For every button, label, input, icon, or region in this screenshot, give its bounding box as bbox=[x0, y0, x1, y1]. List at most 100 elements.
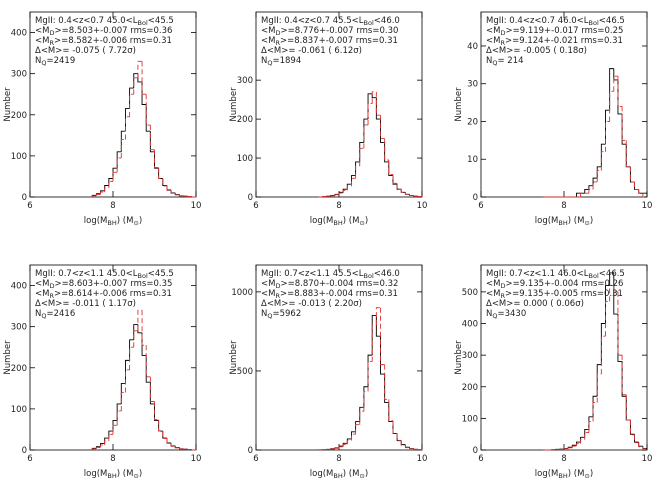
histogram-step bbox=[104, 440, 109, 446]
histogram-step bbox=[576, 443, 581, 447]
histogram-step bbox=[116, 410, 122, 426]
histogram-step bbox=[609, 90, 614, 122]
histogram-step bbox=[371, 91, 377, 104]
subscript: BH bbox=[558, 219, 567, 227]
histogram-step bbox=[346, 440, 352, 445]
text-part: ) bbox=[590, 469, 593, 479]
text-part: <46.0 bbox=[374, 16, 400, 26]
x-tick-label: 10 bbox=[642, 201, 653, 211]
histogram-step bbox=[338, 192, 344, 195]
y-tick-label: 300 bbox=[11, 323, 27, 333]
subscript: Q bbox=[267, 312, 272, 320]
x-axis-label: log(MBH) (M⊙) bbox=[310, 469, 368, 480]
x-tick-label: 10 bbox=[417, 201, 428, 211]
y-tick-label: 0 bbox=[473, 446, 478, 456]
text-part: MgII: 0.4<z<0.7 45.5<L bbox=[261, 16, 364, 26]
x-tick-label: 6 bbox=[27, 454, 32, 464]
histogram-step bbox=[396, 184, 402, 190]
histogram-step bbox=[116, 151, 122, 169]
subscript: BH bbox=[107, 219, 116, 227]
histogram-step bbox=[584, 432, 589, 440]
x-axis-label: log(MBH) (M⊙) bbox=[310, 216, 368, 227]
histogram-step bbox=[363, 118, 369, 143]
y-tick-label: 100 bbox=[11, 405, 27, 415]
histogram-step bbox=[120, 138, 126, 158]
histogram-step bbox=[621, 355, 627, 396]
y-tick-label: 0 bbox=[22, 446, 27, 456]
histogram-step bbox=[149, 125, 155, 151]
histogram-step bbox=[116, 157, 122, 173]
x-tick-label: 10 bbox=[191, 201, 202, 211]
annotation: MgII: 0.7<z<1.1 45.0<LBol<45.5 bbox=[35, 269, 174, 280]
subscript: Bol bbox=[364, 19, 374, 27]
histogram-step bbox=[359, 147, 364, 166]
text-part: ) (M bbox=[343, 216, 360, 226]
text-part: <M bbox=[35, 26, 49, 36]
histogram-step bbox=[621, 113, 627, 145]
annotation: <MR>=8.614+-0.006 rms=0.31 bbox=[35, 289, 172, 300]
text-part: <M bbox=[486, 26, 500, 36]
histogram-step bbox=[404, 445, 410, 449]
text-part: log(M bbox=[310, 469, 334, 479]
histogram-step bbox=[592, 181, 598, 190]
annotation: NQ=1894 bbox=[261, 56, 301, 67]
histogram-step bbox=[642, 446, 648, 450]
histogram-step bbox=[174, 192, 180, 195]
histogram-step bbox=[133, 324, 138, 340]
histogram-step bbox=[625, 144, 631, 168]
annotation: <MD>=9.119+-0.017 rms=0.25 bbox=[486, 26, 623, 37]
text-part: >=9.119+-0.017 rms=0.25 bbox=[505, 26, 623, 36]
subscript: R bbox=[500, 292, 505, 300]
histogram-step bbox=[351, 431, 356, 439]
subscript: Q bbox=[492, 59, 497, 67]
text-part: <M bbox=[261, 289, 275, 299]
histogram-step bbox=[617, 314, 623, 362]
annotation: NQ=3430 bbox=[486, 309, 526, 320]
subscript: Bol bbox=[138, 19, 148, 27]
histogram-step bbox=[367, 354, 373, 387]
subscript: BH bbox=[333, 219, 342, 227]
histogram-step bbox=[588, 185, 594, 190]
text-part: >=9.135+-0.004 rms=0.26 bbox=[505, 279, 623, 289]
annotation: Δ<M>= -0.011 ( 1.17σ) bbox=[35, 299, 136, 309]
histogram-step bbox=[162, 431, 167, 439]
y-axis-label: Number bbox=[454, 340, 464, 375]
histogram-step bbox=[600, 323, 606, 365]
histogram-step bbox=[634, 181, 639, 190]
histogram-step bbox=[642, 193, 647, 198]
text-part: ) (M bbox=[568, 216, 585, 226]
subscript: ⊙ bbox=[133, 472, 138, 480]
histogram-step bbox=[174, 445, 180, 448]
y-tick-label: 100 bbox=[237, 154, 253, 164]
text-part: N bbox=[35, 309, 41, 319]
histogram-step bbox=[137, 324, 143, 334]
histogram-step bbox=[355, 421, 360, 432]
y-tick-label: 300 bbox=[237, 76, 253, 86]
text-part: =2416 bbox=[46, 309, 75, 319]
annotation: Δ<M>= -0.013 ( 2.20σ) bbox=[261, 299, 362, 309]
text-part: =2419 bbox=[46, 56, 75, 66]
y-tick-label: 100 bbox=[11, 152, 27, 162]
text-part: =5962 bbox=[272, 309, 301, 319]
histogram-step bbox=[609, 68, 614, 111]
histogram-step bbox=[170, 190, 176, 194]
histogram-step bbox=[133, 330, 138, 348]
text-part: MgII: 0.7<z<1.1 46.0<L bbox=[486, 269, 589, 279]
histogram-step bbox=[609, 285, 614, 302]
subscript: R bbox=[275, 292, 280, 300]
histogram-step bbox=[108, 178, 113, 186]
histogram-step bbox=[154, 401, 159, 421]
annotation: MgII: 0.7<z<1.1 46.0<LBol<46.5 bbox=[486, 269, 625, 280]
histogram-step bbox=[133, 73, 138, 89]
x-tick-label: 10 bbox=[191, 454, 202, 464]
text-part: ) bbox=[139, 469, 142, 479]
histogram-step bbox=[613, 75, 618, 92]
subscript: D bbox=[500, 29, 505, 37]
x-tick-label: 8 bbox=[110, 201, 115, 211]
text-part: >=8.503+-0.007 rms=0.36 bbox=[54, 26, 172, 36]
histogram-step bbox=[91, 195, 97, 197]
histogram-step bbox=[359, 410, 364, 425]
histogram-step bbox=[613, 68, 618, 81]
histogram-step bbox=[400, 189, 406, 193]
text-part: N bbox=[35, 56, 41, 66]
